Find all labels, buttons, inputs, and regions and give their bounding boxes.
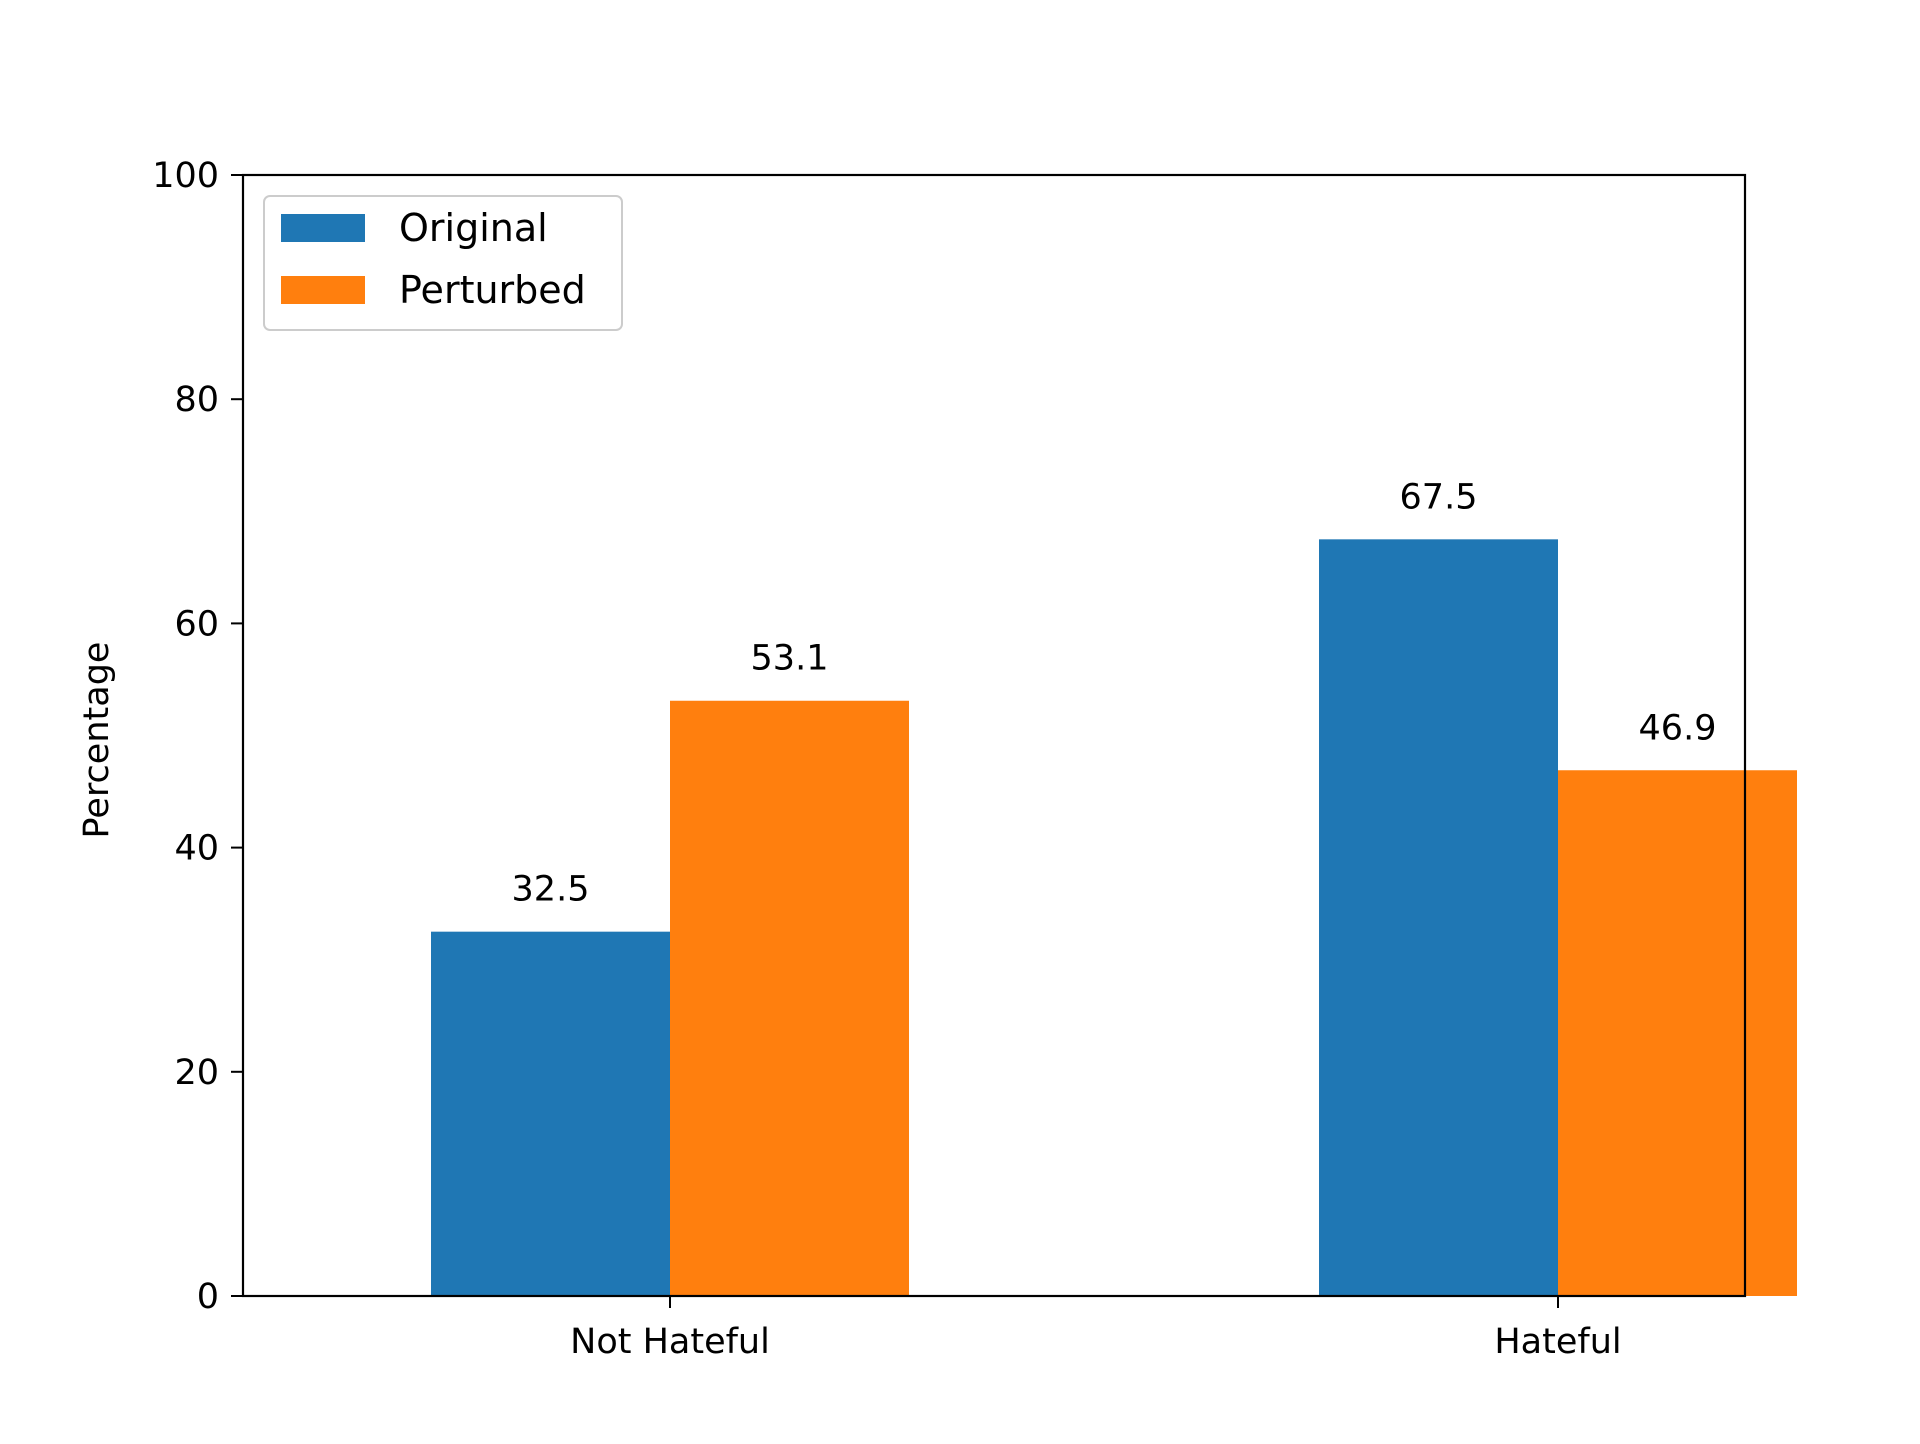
- y-tick-label: 0: [197, 1277, 219, 1317]
- y-axis-title: Percentage: [77, 642, 117, 839]
- plot-frame: [241, 173, 1747, 1298]
- x-tick-label-not-hateful: Not Hateful: [570, 1322, 770, 1362]
- bar-perturbed-hateful: [1558, 770, 1797, 1296]
- axes-layer: 0 20 40 60 80 100 Not Hateful Hateful: [152, 156, 1747, 1362]
- data-label-perturbed-hateful: 46.9: [1639, 708, 1717, 748]
- bars-layer: [431, 539, 1797, 1296]
- data-label-original-hateful: 67.5: [1400, 477, 1478, 517]
- bar-perturbed-not-hateful: [670, 700, 909, 1296]
- y-tick-label: 100: [152, 156, 219, 196]
- bar-original-hateful: [1319, 539, 1558, 1296]
- legend-swatch-perturbed: [281, 276, 365, 304]
- legend-label-original: Original: [399, 206, 548, 250]
- y-tick-label: 40: [174, 829, 219, 869]
- labels-layer: 32.5 67.5 53.1 46.9: [512, 477, 1717, 909]
- data-label-original-not-hateful: 32.5: [512, 870, 590, 910]
- bar-original-not-hateful: [431, 931, 670, 1296]
- legend-swatch-original: [281, 214, 365, 242]
- data-label-perturbed-not-hateful: 53.1: [751, 639, 829, 679]
- y-tick-label: 20: [174, 1053, 219, 1093]
- y-tick-label: 80: [174, 380, 219, 420]
- legend-label-perturbed: Perturbed: [399, 268, 586, 312]
- x-tick-label-hateful: Hateful: [1494, 1322, 1621, 1362]
- y-tick-label: 60: [174, 604, 219, 644]
- legend: Original Perturbed: [263, 195, 623, 331]
